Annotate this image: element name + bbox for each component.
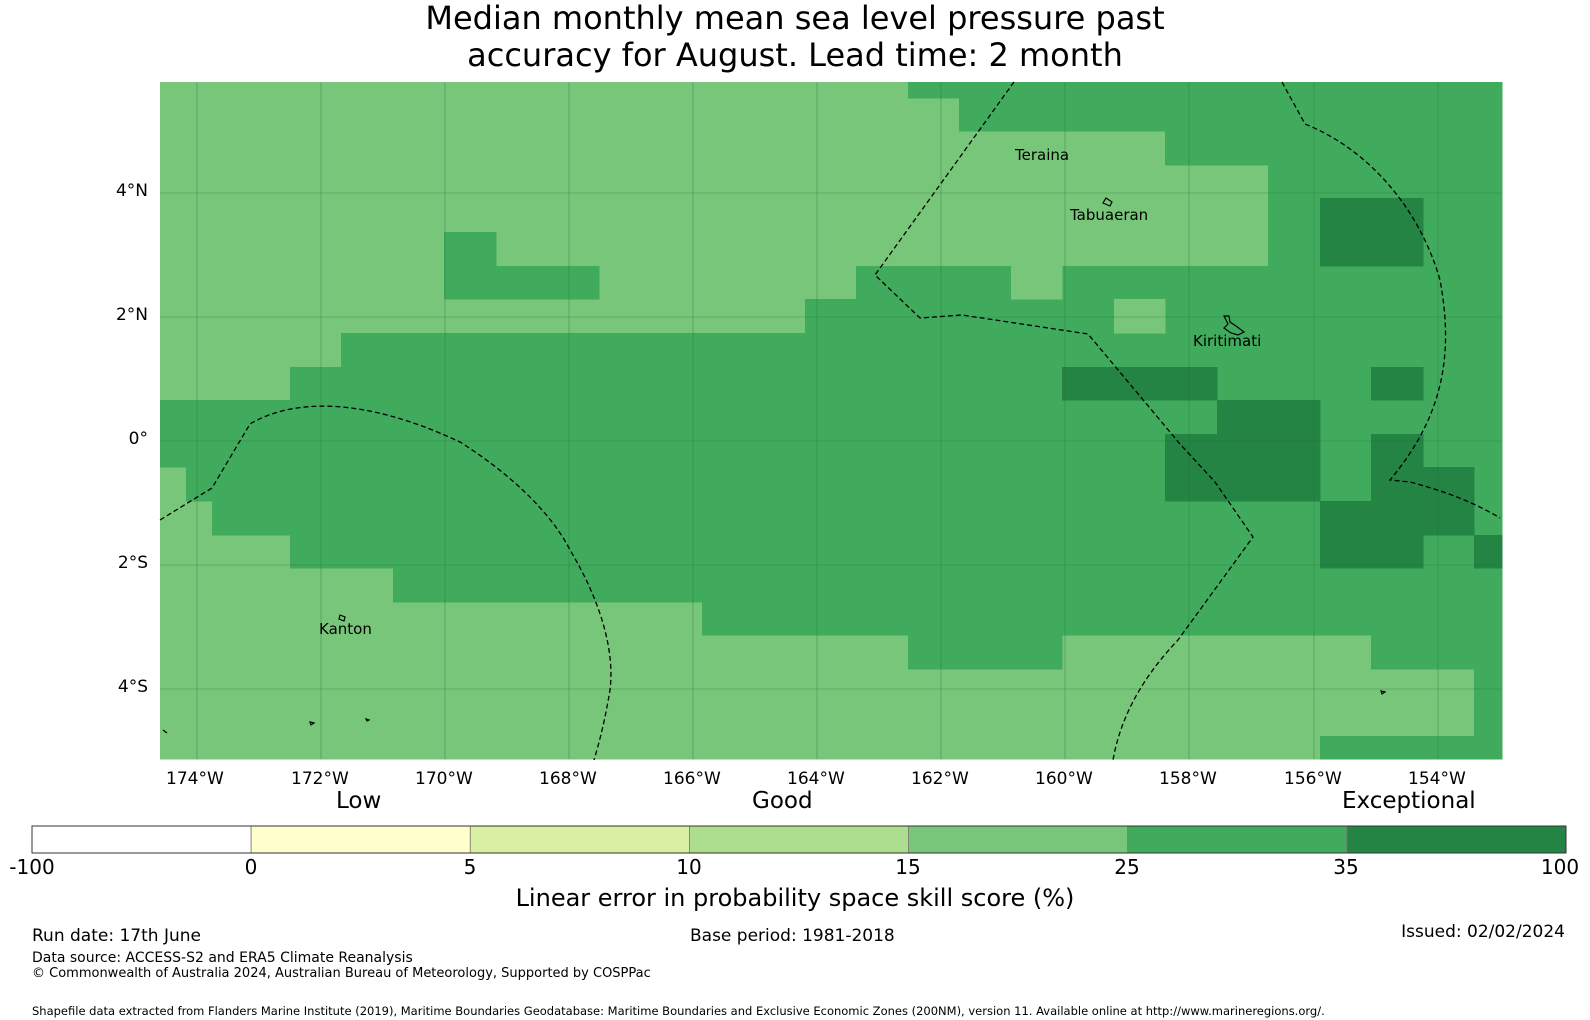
skill-cell <box>290 367 1503 401</box>
skill-cell <box>1371 434 1424 468</box>
skill-cell <box>393 568 1503 603</box>
title-line-1: Median monthly mean sea level pressure p… <box>425 0 1165 37</box>
skill-grid <box>160 82 1503 760</box>
colorbar-segment <box>1346 825 1567 854</box>
issued-date: Issued: 02/02/2024 <box>1401 922 1565 942</box>
lon-tick-label: 160°W <box>1035 769 1093 789</box>
eez-boundary-kiribati-line <box>874 81 1254 761</box>
copyright: © Commonwealth of Australia 2024, Austra… <box>32 966 651 981</box>
colorbar-segment <box>31 825 252 854</box>
lon-tick-label: 170°W <box>415 769 473 789</box>
colorbar-tick-label: 10 <box>676 855 702 879</box>
skill-cell <box>444 266 600 300</box>
skill-cell <box>1320 736 1503 760</box>
graticule <box>160 82 1502 759</box>
skill-cell <box>1320 501 1475 536</box>
island-outline-kiritimati <box>1223 315 1246 336</box>
skill-cell <box>1371 467 1475 502</box>
place-label-kanton: Kanton <box>319 620 372 638</box>
place-label-teraina: Teraina <box>1014 146 1069 164</box>
skill-cell <box>1011 232 1063 300</box>
skill-cell <box>1474 535 1503 569</box>
colorbar <box>31 825 1567 854</box>
colorbar-segment <box>250 825 471 854</box>
skill-cell <box>1217 400 1321 435</box>
eez-boundaries <box>159 81 1501 761</box>
colorbar-segment <box>469 825 690 854</box>
base-period: Base period: 1981-2018 <box>690 926 895 946</box>
colorbar-segment <box>908 825 1129 854</box>
colorbar-tick-label: 35 <box>1333 855 1359 879</box>
colorbar-tick-label: 5 <box>463 855 477 879</box>
skill-cell <box>1320 198 1424 267</box>
lon-tick-label: 168°W <box>539 769 597 789</box>
lat-tick-label: 0° <box>128 429 148 449</box>
skill-cell <box>444 232 497 267</box>
lon-tick-label: 166°W <box>663 769 721 789</box>
shapefile-credit: Shapefile data extracted from Flanders M… <box>32 1004 1325 1018</box>
islands <box>162 197 1387 734</box>
skill-cell <box>1320 535 1424 569</box>
skill-cell <box>290 535 1503 569</box>
colorbar-title: Linear error in probability space skill … <box>515 884 1075 912</box>
colorbar-segment <box>1127 825 1348 854</box>
colorbar-tick-label: 0 <box>244 855 258 879</box>
skill-cell <box>1165 131 1503 166</box>
island-outline-small-2 <box>364 717 371 722</box>
lon-tick-label: 164°W <box>787 769 845 789</box>
lon-tick-label: 172°W <box>291 769 349 789</box>
title-line-2: accuracy for August. Lead time: 2 month <box>467 36 1123 74</box>
map-title: Median monthly mean sea level pressure p… <box>0 0 1590 74</box>
colorbar-tick-label: 25 <box>1114 855 1140 879</box>
skill-cell <box>341 333 1503 368</box>
skill-cell <box>212 501 1503 536</box>
colorbar-tick-label: 100 <box>1540 855 1580 879</box>
lat-tick-label: 2°N <box>115 305 148 325</box>
skill-cell <box>908 82 1503 99</box>
colorbar-frame <box>31 825 1567 854</box>
colorbar-tick-label: -100 <box>9 855 55 879</box>
lon-tick-label: 158°W <box>1159 769 1217 789</box>
skill-cell <box>702 602 1503 636</box>
skill-cell <box>856 266 1503 300</box>
island-outline-small-4 <box>162 729 168 734</box>
lon-tick-label: 154°W <box>1408 769 1466 789</box>
lat-tick-label: 4°S <box>117 677 148 697</box>
colorbar-category-low: Low <box>336 788 382 814</box>
skill-cell <box>1062 367 1218 401</box>
lon-tick-label: 162°W <box>911 769 969 789</box>
skill-cell <box>1371 635 1503 670</box>
skill-cell <box>1165 434 1321 502</box>
skill-cell <box>1114 299 1166 334</box>
run-date: Run date: 17th June <box>32 926 201 946</box>
lon-tick-label: 174°W <box>166 769 224 789</box>
place-label-tabuaeran: Tabuaeran <box>1069 206 1148 224</box>
skill-cell <box>1371 367 1424 401</box>
lon-tick-label: 156°W <box>1284 769 1342 789</box>
eez-boundary-kanton-arc <box>159 405 612 761</box>
colorbar-category-exceptional: Exceptional <box>1342 788 1476 814</box>
skill-cell <box>959 98 1503 132</box>
skill-cell <box>908 635 1063 670</box>
lat-tick-label: 2°S <box>117 553 148 573</box>
place-label-kiritimati: Kiritimati <box>1193 332 1261 350</box>
colorbar-category-good: Good <box>752 788 813 814</box>
island-outline-tabuaeran <box>1102 197 1113 207</box>
colorbar-tick-label: 15 <box>895 855 921 879</box>
island-outline-small-1 <box>309 721 316 726</box>
eez-boundary-east-arc <box>1281 81 1501 519</box>
island-outline-kanton <box>338 614 346 622</box>
lat-tick-label: 4°N <box>115 181 148 201</box>
island-outline-small-3 <box>1380 690 1387 695</box>
data-source: Data source: ACCESS-S2 and ERA5 Climate … <box>32 950 413 966</box>
colorbar-segment <box>689 825 909 854</box>
